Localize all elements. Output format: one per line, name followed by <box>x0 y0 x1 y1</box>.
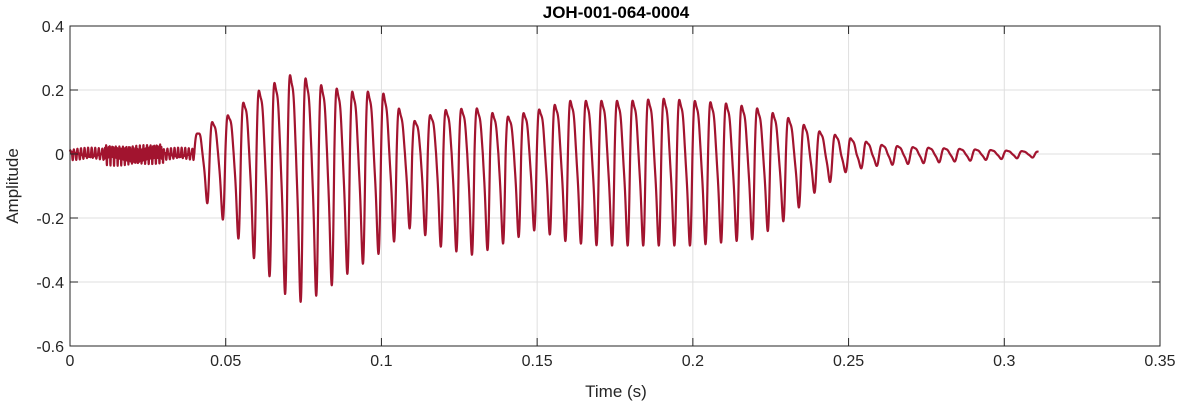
y-axis-label: Amplitude <box>3 148 22 224</box>
y-tick-label: -0.4 <box>36 275 64 292</box>
x-tick-label: 0.1 <box>370 353 392 370</box>
x-tick-label: 0.25 <box>833 353 864 370</box>
x-tick-label: 0.05 <box>210 353 241 370</box>
waveform-line <box>68 74 1040 303</box>
axes-box <box>69 25 1161 347</box>
x-tick-labels: 0 0.05 0.1 0.15 0.2 0.25 0.3 0.35 <box>66 353 1176 370</box>
x-axis-label: Time (s) <box>585 382 647 401</box>
x-tick-label: 0.2 <box>682 353 704 370</box>
x-tick-label: 0.3 <box>993 353 1015 370</box>
y-tick-label: 0 <box>55 147 64 164</box>
x-tick-label: 0.15 <box>522 353 553 370</box>
tick-marks <box>69 25 1161 347</box>
y-tick-label: 0.4 <box>42 19 64 36</box>
x-tick-label: 0 <box>66 353 75 370</box>
y-tick-label: -0.6 <box>36 339 64 356</box>
y-tick-labels: -0.6 -0.4 -0.2 0 0.2 0.4 <box>36 19 64 356</box>
chart-title: JOH-001-064-0004 <box>543 3 690 22</box>
y-tick-label: -0.2 <box>36 211 64 228</box>
x-tick-label: 0.35 <box>1144 353 1175 370</box>
y-tick-label: 0.2 <box>42 83 64 100</box>
